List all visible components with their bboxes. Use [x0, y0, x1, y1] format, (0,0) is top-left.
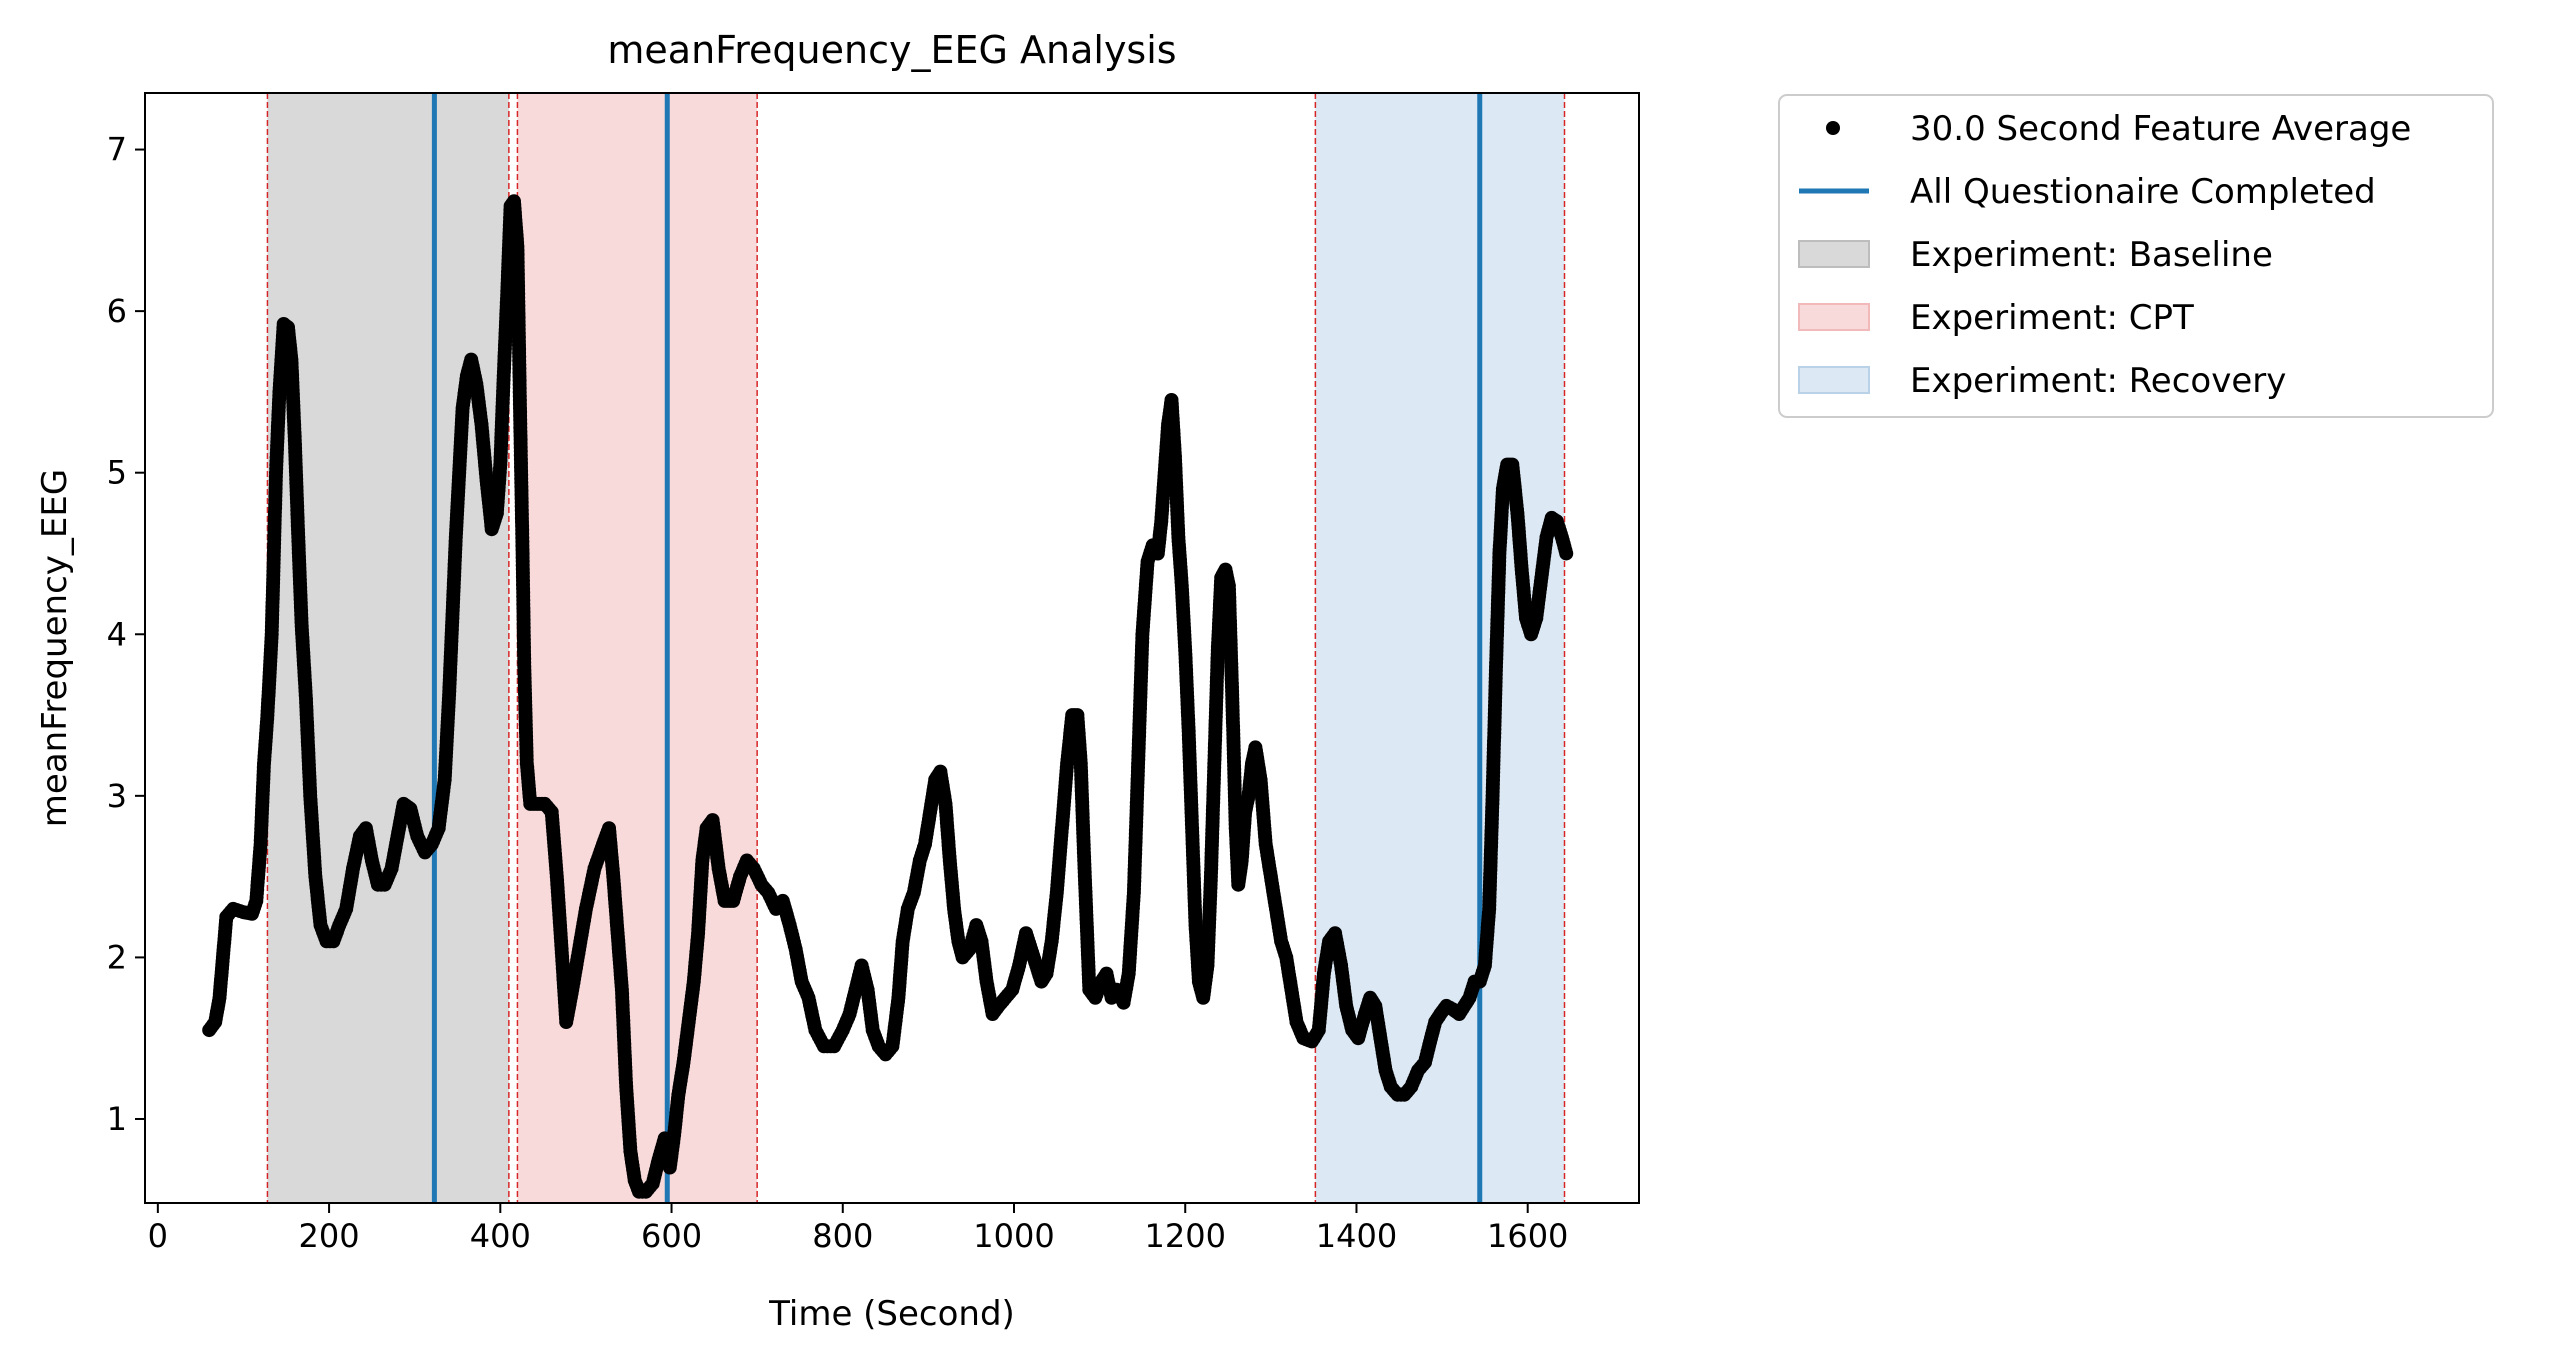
legend-marker-icon — [1826, 121, 1840, 135]
x-tick-label: 1600 — [1487, 1217, 1568, 1255]
region-1 — [517, 93, 758, 1203]
chart-title: meanFrequency_EEG Analysis — [607, 28, 1176, 72]
x-axis-ticks: 0 200 400 600 800 1000 1200 1400 1600 — [148, 1203, 1568, 1255]
x-axis-label: Time (Second) — [768, 1294, 1015, 1334]
x-tick-label: 0 — [148, 1217, 168, 1255]
y-axis-ticks: 1 2 3 4 5 6 7 — [107, 131, 145, 1138]
x-tick-label: 800 — [812, 1217, 873, 1255]
experiment-regions — [267, 93, 1565, 1203]
y-tick-label: 3 — [107, 777, 127, 815]
plot-area-frame — [144, 92, 1640, 1204]
legend-label: 30.0 Second Feature Average — [1910, 109, 2411, 149]
questionnaire-lines — [431, 93, 1483, 1203]
y-tick-label: 1 — [107, 1100, 127, 1138]
legend-label: Experiment: Baseline — [1910, 235, 2273, 275]
data-points — [202, 194, 1574, 1199]
x-tick-label: 200 — [299, 1217, 360, 1255]
legend-patch-icon — [1798, 240, 1870, 268]
legend-frame — [1778, 94, 2494, 418]
y-tick-label: 2 — [107, 938, 127, 976]
legend-label: Experiment: CPT — [1910, 298, 2194, 338]
y-axis-label: meanFrequency_EEG — [35, 469, 75, 827]
legend-patch-icon — [1798, 303, 1870, 331]
y-tick-label: 6 — [107, 292, 127, 330]
x-tick-label: 400 — [470, 1217, 531, 1255]
data-point — [1559, 546, 1574, 561]
legend-label: All Questionaire Completed — [1910, 172, 2376, 212]
legend-patch-icon — [1798, 366, 1870, 394]
y-tick-label: 5 — [107, 454, 127, 492]
legend: 30.0 Second Feature Average All Questiona… — [1778, 94, 2494, 418]
y-tick-label: 7 — [107, 131, 127, 169]
x-tick-label: 1400 — [1316, 1217, 1397, 1255]
x-tick-label: 600 — [641, 1217, 702, 1255]
x-tick-label: 1000 — [973, 1217, 1054, 1255]
legend-label: Experiment: Recovery — [1910, 361, 2286, 401]
x-tick-label: 1200 — [1145, 1217, 1226, 1255]
y-tick-label: 4 — [107, 615, 127, 653]
